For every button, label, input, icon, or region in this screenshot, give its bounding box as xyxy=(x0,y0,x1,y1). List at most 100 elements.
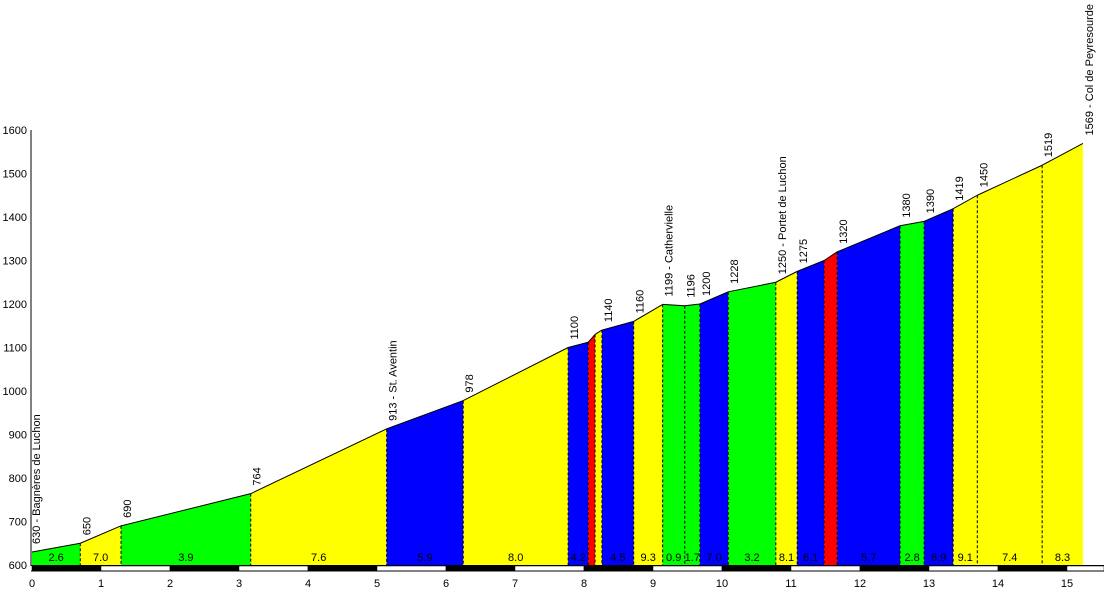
x-tick-label: 1 xyxy=(98,578,104,590)
gradient-label: 2.8 xyxy=(904,552,919,564)
profile-line xyxy=(568,341,589,348)
scale-bar-segment xyxy=(238,565,309,572)
x-tick-label: 11 xyxy=(785,578,796,590)
gradient-label: 8.0 xyxy=(508,552,523,564)
scale-bar-segment xyxy=(376,565,447,572)
segment-area xyxy=(588,334,596,565)
scale-bar-segment xyxy=(31,565,102,572)
profile-line xyxy=(1041,143,1084,166)
segment-area xyxy=(633,304,663,565)
point-label: 978 xyxy=(464,374,476,392)
scale-bar-segment xyxy=(790,565,861,572)
profile-line xyxy=(699,291,729,305)
segment-area xyxy=(595,330,602,565)
segment-area xyxy=(900,221,925,565)
gradient-label: 6.1 xyxy=(803,552,818,564)
point-label: 1569 - Col de Peyresourde xyxy=(1084,4,1096,135)
point-label: 1450 xyxy=(978,163,990,187)
y-tick-label: 1600 xyxy=(3,125,27,137)
segment-area xyxy=(250,428,387,565)
gradient-label: 4.2 xyxy=(570,552,585,564)
x-tick-label: 9 xyxy=(650,578,656,590)
point-label: 1196 xyxy=(686,274,698,298)
profile-line xyxy=(837,225,901,253)
x-tick-label: 2 xyxy=(167,578,173,590)
gradient-label: 2.6 xyxy=(49,552,64,564)
y-tick-label: 900 xyxy=(9,430,27,442)
profile-line xyxy=(633,304,663,322)
segment-area xyxy=(797,260,825,565)
scale-bar-segment xyxy=(721,565,792,572)
gradient-label: 8.3 xyxy=(1055,552,1070,564)
x-tick-label: 4 xyxy=(305,578,311,590)
segment-area xyxy=(953,195,978,565)
profile-line xyxy=(923,208,954,222)
profile-line xyxy=(587,334,596,343)
gradient-label: 9.1 xyxy=(958,552,973,564)
x-tick-label: 6 xyxy=(443,578,449,590)
point-label: 1380 xyxy=(901,193,913,217)
profile-line xyxy=(662,303,685,307)
profile-line xyxy=(899,220,925,227)
y-tick-label: 800 xyxy=(9,473,27,485)
gradient-label: 1.7 xyxy=(685,552,700,564)
profile-line xyxy=(463,347,569,402)
point-label: 1419 xyxy=(954,176,966,200)
gradient-label: 4.5 xyxy=(610,552,625,564)
gradient-label: 7.6 xyxy=(311,552,326,564)
gradient-label: 9.3 xyxy=(641,552,656,564)
profile-line xyxy=(823,251,838,261)
segment-area xyxy=(924,208,954,566)
segment-area xyxy=(121,493,251,565)
gradient-label: 5.9 xyxy=(417,552,432,564)
point-label: 690 xyxy=(122,499,134,517)
segment-area xyxy=(568,342,589,565)
profile-line xyxy=(728,281,776,293)
y-tick-label: 1000 xyxy=(3,386,27,398)
point-label: 1275 xyxy=(798,239,810,263)
segment-area xyxy=(728,282,776,565)
gradient-label: 8.1 xyxy=(779,552,794,564)
x-tick-label: 13 xyxy=(923,578,935,590)
segment-area xyxy=(601,321,634,565)
y-tick-label: 1100 xyxy=(3,343,27,355)
point-label: 630 - Bagnères de Luchon xyxy=(31,414,43,544)
profile-line xyxy=(684,303,700,307)
point-label: 1228 xyxy=(729,259,741,283)
gradient-label: 0.9 xyxy=(666,552,681,564)
x-tick-label: 7 xyxy=(512,578,518,590)
scale-bar-segment xyxy=(514,565,585,572)
profile-line xyxy=(80,525,122,544)
scale-bar-segment xyxy=(928,565,999,572)
gradient-label: 6.9 xyxy=(931,552,946,564)
scale-bar-segment xyxy=(583,565,654,572)
scale-bar-segment xyxy=(1066,565,1104,572)
point-label: 1160 xyxy=(635,290,647,314)
scale-bar-segment xyxy=(445,565,516,572)
x-tick-label: 8 xyxy=(581,578,587,590)
x-tick-label: 14 xyxy=(992,578,1004,590)
point-label: 1199 - Cathervielle xyxy=(664,205,676,297)
profile-line xyxy=(977,164,1043,196)
scale-bar-segment xyxy=(307,565,378,572)
gradient-label: 3.2 xyxy=(744,552,759,564)
segment-area xyxy=(824,251,838,566)
scale-bar-segment xyxy=(169,565,240,572)
gradient-label: 5.7 xyxy=(861,552,876,564)
segment-area xyxy=(775,271,798,565)
scale-bar-segment xyxy=(100,565,171,572)
segment-area xyxy=(32,543,81,565)
y-tick-label: 1300 xyxy=(3,256,27,268)
profile-line xyxy=(952,194,978,210)
scale-bar-segment xyxy=(997,565,1068,572)
scale-bar-segment xyxy=(652,565,723,572)
point-label: 913 - St. Aventin xyxy=(388,340,400,421)
x-tick-label: 3 xyxy=(236,578,242,590)
gradient-label: 7.0 xyxy=(706,552,721,564)
point-label: 1100 xyxy=(569,316,581,340)
profile-line xyxy=(120,493,251,527)
x-tick-label: 15 xyxy=(1061,578,1073,590)
point-label: 1250 - Portet de Luchon xyxy=(777,156,789,274)
x-tick-label: 5 xyxy=(374,578,380,590)
